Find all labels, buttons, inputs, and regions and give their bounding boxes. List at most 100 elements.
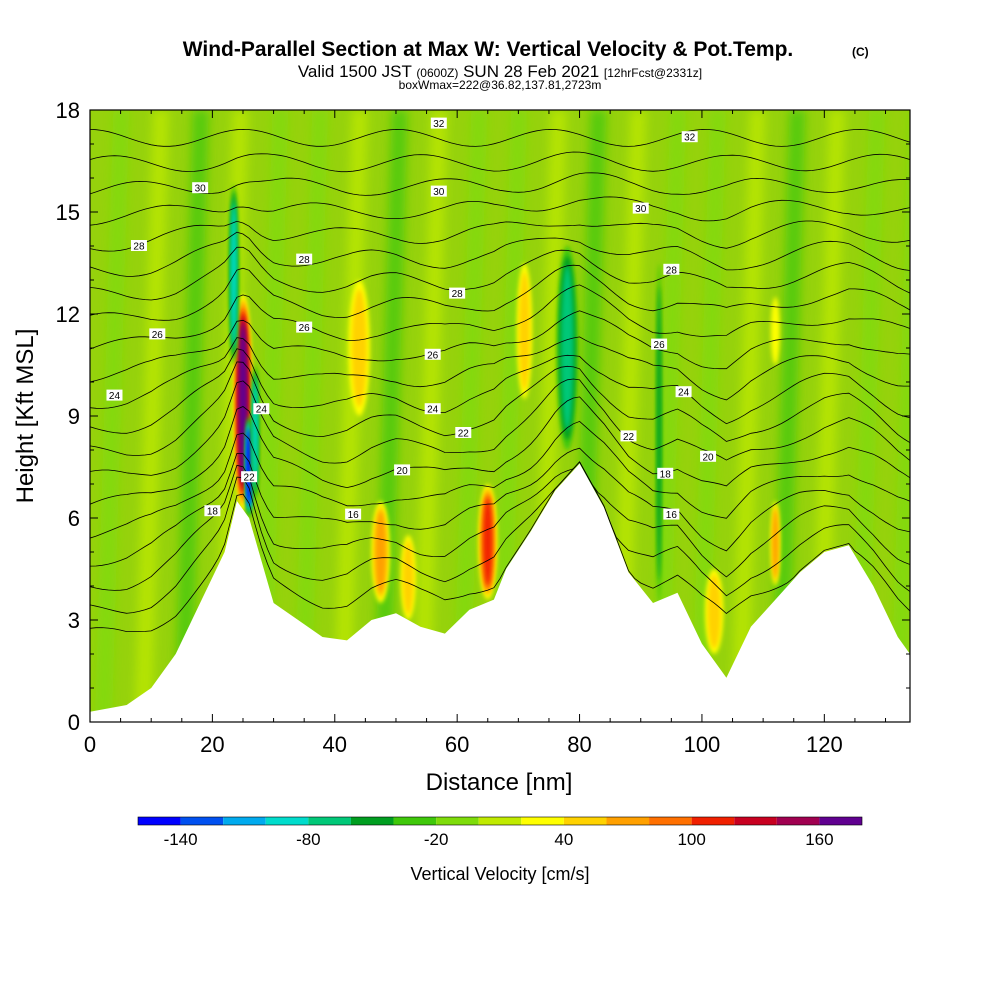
isentrope-line <box>90 264 910 321</box>
isentrope-label: 30 <box>192 182 209 195</box>
isentrope-line <box>90 378 910 476</box>
isentrope-line <box>90 348 910 434</box>
svg-text:24: 24 <box>427 405 439 416</box>
velocity-features <box>229 184 780 654</box>
isentrope-line <box>90 246 910 301</box>
colorbar-frame <box>137 816 863 826</box>
copyright-mark: (C) <box>852 45 869 59</box>
velocity-level <box>351 289 367 407</box>
velocity-feature <box>705 569 724 654</box>
x-tick-label: 0 <box>84 732 96 757</box>
isentrope-label: 22 <box>241 471 258 484</box>
svg-text:24: 24 <box>109 391 121 402</box>
velocity-level <box>253 380 258 486</box>
y-tick-label: 6 <box>68 506 80 531</box>
wind-band <box>691 110 726 722</box>
svg-text:26: 26 <box>152 330 164 341</box>
velocity-level <box>772 509 778 578</box>
svg-text:30: 30 <box>635 204 647 215</box>
colorbar-swatch <box>606 817 650 825</box>
y-tick-label: 9 <box>68 404 80 429</box>
velocity-feature <box>348 280 370 416</box>
isentrope-label: 24 <box>106 389 123 402</box>
svg-text:26: 26 <box>427 350 439 361</box>
wind-band <box>890 110 910 722</box>
isentrope-label: 16 <box>345 508 362 521</box>
y-tick-label: 0 <box>68 710 80 735</box>
isentrope-label: 20 <box>700 450 717 463</box>
isentrope-label: 22 <box>620 430 637 443</box>
wind-band <box>771 110 806 722</box>
colorbar-swatch <box>819 817 862 825</box>
svg-text:18: 18 <box>207 507 219 518</box>
colorbar-swatch <box>308 817 351 825</box>
velocity-level <box>402 540 414 615</box>
colorbar-swatch <box>393 817 437 825</box>
isentrope-line <box>90 447 910 567</box>
colorbar-tick-label: -20 <box>424 830 449 849</box>
wind-band <box>731 110 766 722</box>
isentrope-line <box>90 336 910 409</box>
isentrope-label: 28 <box>449 287 466 300</box>
isentrope-label: 32 <box>681 131 698 144</box>
x-axis: 0 20 40 60 80 100 120 <box>84 110 887 757</box>
isentrope-labels: 18 16 16 18 20 20 22 22 22 24 24 24 24 26 26 26 26 28 28 28… <box>106 117 717 521</box>
wind-band <box>452 110 488 722</box>
x-axis-title: Distance [nm] <box>426 769 573 796</box>
isentrope-label: 30 <box>430 185 447 198</box>
isentrope-label: 26 <box>149 328 166 341</box>
colorbar-title: Vertical Velocity [cm/s] <box>410 864 589 884</box>
isentrope-label: 28 <box>296 253 313 266</box>
colorbar-swatch <box>521 817 564 825</box>
y-axis: 0 3 6 9 12 15 18 <box>56 98 910 735</box>
velocity-feature <box>770 501 780 586</box>
velocity-level <box>247 429 252 505</box>
colorbar-tick-label: 40 <box>554 830 573 849</box>
colorbar-swatch <box>138 817 181 825</box>
isentrope-line <box>90 151 910 173</box>
isentrope-line <box>90 172 910 196</box>
velocity-feature <box>556 246 579 450</box>
chart-title: Wind-Parallel Section at Max W: Vertical… <box>183 38 794 61</box>
svg-text:22: 22 <box>244 473 256 484</box>
colorbar-tick-label: -80 <box>296 830 321 849</box>
velocity-level <box>770 297 780 365</box>
isentrope-label: 20 <box>394 464 411 477</box>
svg-text:20: 20 <box>702 452 714 463</box>
isentrope-line <box>90 128 910 147</box>
velocity-level <box>375 510 386 594</box>
colorbar-swatch <box>350 817 394 825</box>
isentrope-label: 18 <box>204 505 221 518</box>
velocity-level <box>561 265 574 431</box>
svg-text:16: 16 <box>666 510 678 521</box>
svg-text:22: 22 <box>458 429 470 440</box>
y-axis-title: Height [Kft MSL] <box>12 329 39 504</box>
velocity-level <box>656 285 662 581</box>
svg-text:32: 32 <box>684 133 696 144</box>
colorbar-swatch <box>265 817 309 825</box>
valid-utc: (0600Z) <box>416 66 458 80</box>
isentrope-label: 28 <box>663 263 680 276</box>
y-tick-label: 3 <box>68 608 80 633</box>
isentrope-label: 26 <box>296 321 313 334</box>
colorbar-swatch <box>691 817 735 825</box>
svg-text:26: 26 <box>299 323 311 334</box>
svg-text:28: 28 <box>666 265 678 276</box>
colorbar-swatch <box>478 817 522 825</box>
isentrope-line <box>90 196 910 226</box>
colorbar-swatch <box>436 817 479 825</box>
isentrope-label: 26 <box>651 338 668 351</box>
svg-text:26: 26 <box>654 340 666 351</box>
colorbar-tick-label: 160 <box>805 830 833 849</box>
wind-band <box>134 110 169 722</box>
colorbar-swatch <box>776 817 820 825</box>
isentrope-line <box>90 461 910 632</box>
wind-band <box>94 110 130 722</box>
isentrope-line <box>90 284 910 350</box>
x-tick-label: 80 <box>567 732 591 757</box>
svg-text:20: 20 <box>397 466 409 477</box>
isentrope-label: 24 <box>424 403 441 416</box>
velocity-feature <box>400 535 416 620</box>
svg-text:16: 16 <box>348 510 360 521</box>
valid-date: SUN 28 Feb 2021 <box>463 62 599 81</box>
